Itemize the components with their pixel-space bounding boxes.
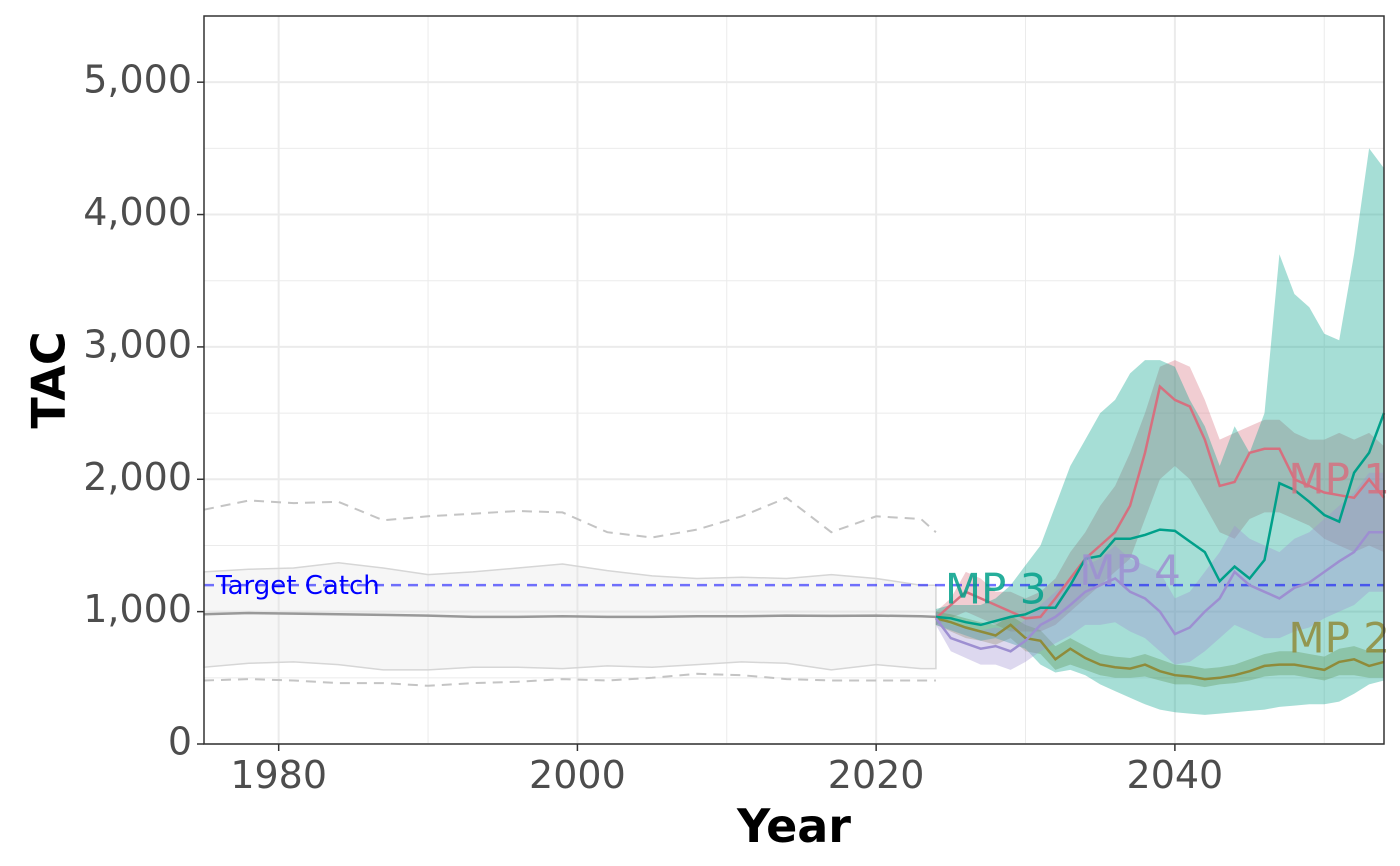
mp-2-band	[935, 611, 1384, 688]
grid-lines	[204, 15, 1384, 745]
series-label-mp-2: MP 2	[1288, 613, 1390, 662]
historical-median-line	[203, 611, 936, 619]
mp-1-band	[935, 360, 1384, 632]
x-tick-label: 2040	[1127, 753, 1224, 797]
x-axis-title: Year	[736, 799, 851, 853]
y-tick-label: 5,000	[83, 58, 192, 102]
axes: 1980 2000 2020 2040 0 1,000 2,000 3,000 4,000 5,0…	[83, 58, 1223, 797]
y-tick-label: 0	[168, 720, 192, 764]
y-axis-title: TAC	[22, 331, 76, 428]
series-labels: Target Catch MP 1 MP 2 MP 3 MP 4	[215, 454, 1390, 662]
plot-panel-border	[203, 15, 1385, 745]
mp-3-band	[935, 148, 1384, 715]
historical-upper-dashed-line	[203, 496, 937, 539]
mp-1-median-line	[935, 384, 1385, 620]
mp-2-median-line	[935, 617, 1385, 681]
y-tick-label: 4,000	[83, 190, 192, 234]
plot-panel: Target Catch MP 1 MP 2 MP 3 MP 4	[203, 15, 1390, 745]
x-tick-label: 2000	[529, 753, 626, 797]
plot-panel-background	[204, 16, 1384, 744]
chart-marks	[203, 148, 1386, 715]
x-tick-label: 1980	[230, 753, 327, 797]
target-catch-label: Target Catch	[215, 571, 380, 601]
y-tick-label: 2,000	[83, 455, 192, 499]
x-tick-label: 2020	[828, 753, 925, 797]
historical-lower-dashed-line	[203, 672, 936, 687]
y-tick-label: 1,000	[83, 587, 192, 631]
series-label-mp-1: MP 1	[1288, 454, 1390, 503]
series-label-mp-4: MP 4	[1079, 546, 1181, 595]
y-tick-label: 3,000	[83, 322, 192, 366]
mp-4-median-line	[934, 530, 1384, 653]
series-label-mp-3: MP 3	[945, 564, 1047, 613]
mp-3-median-line	[935, 412, 1386, 627]
